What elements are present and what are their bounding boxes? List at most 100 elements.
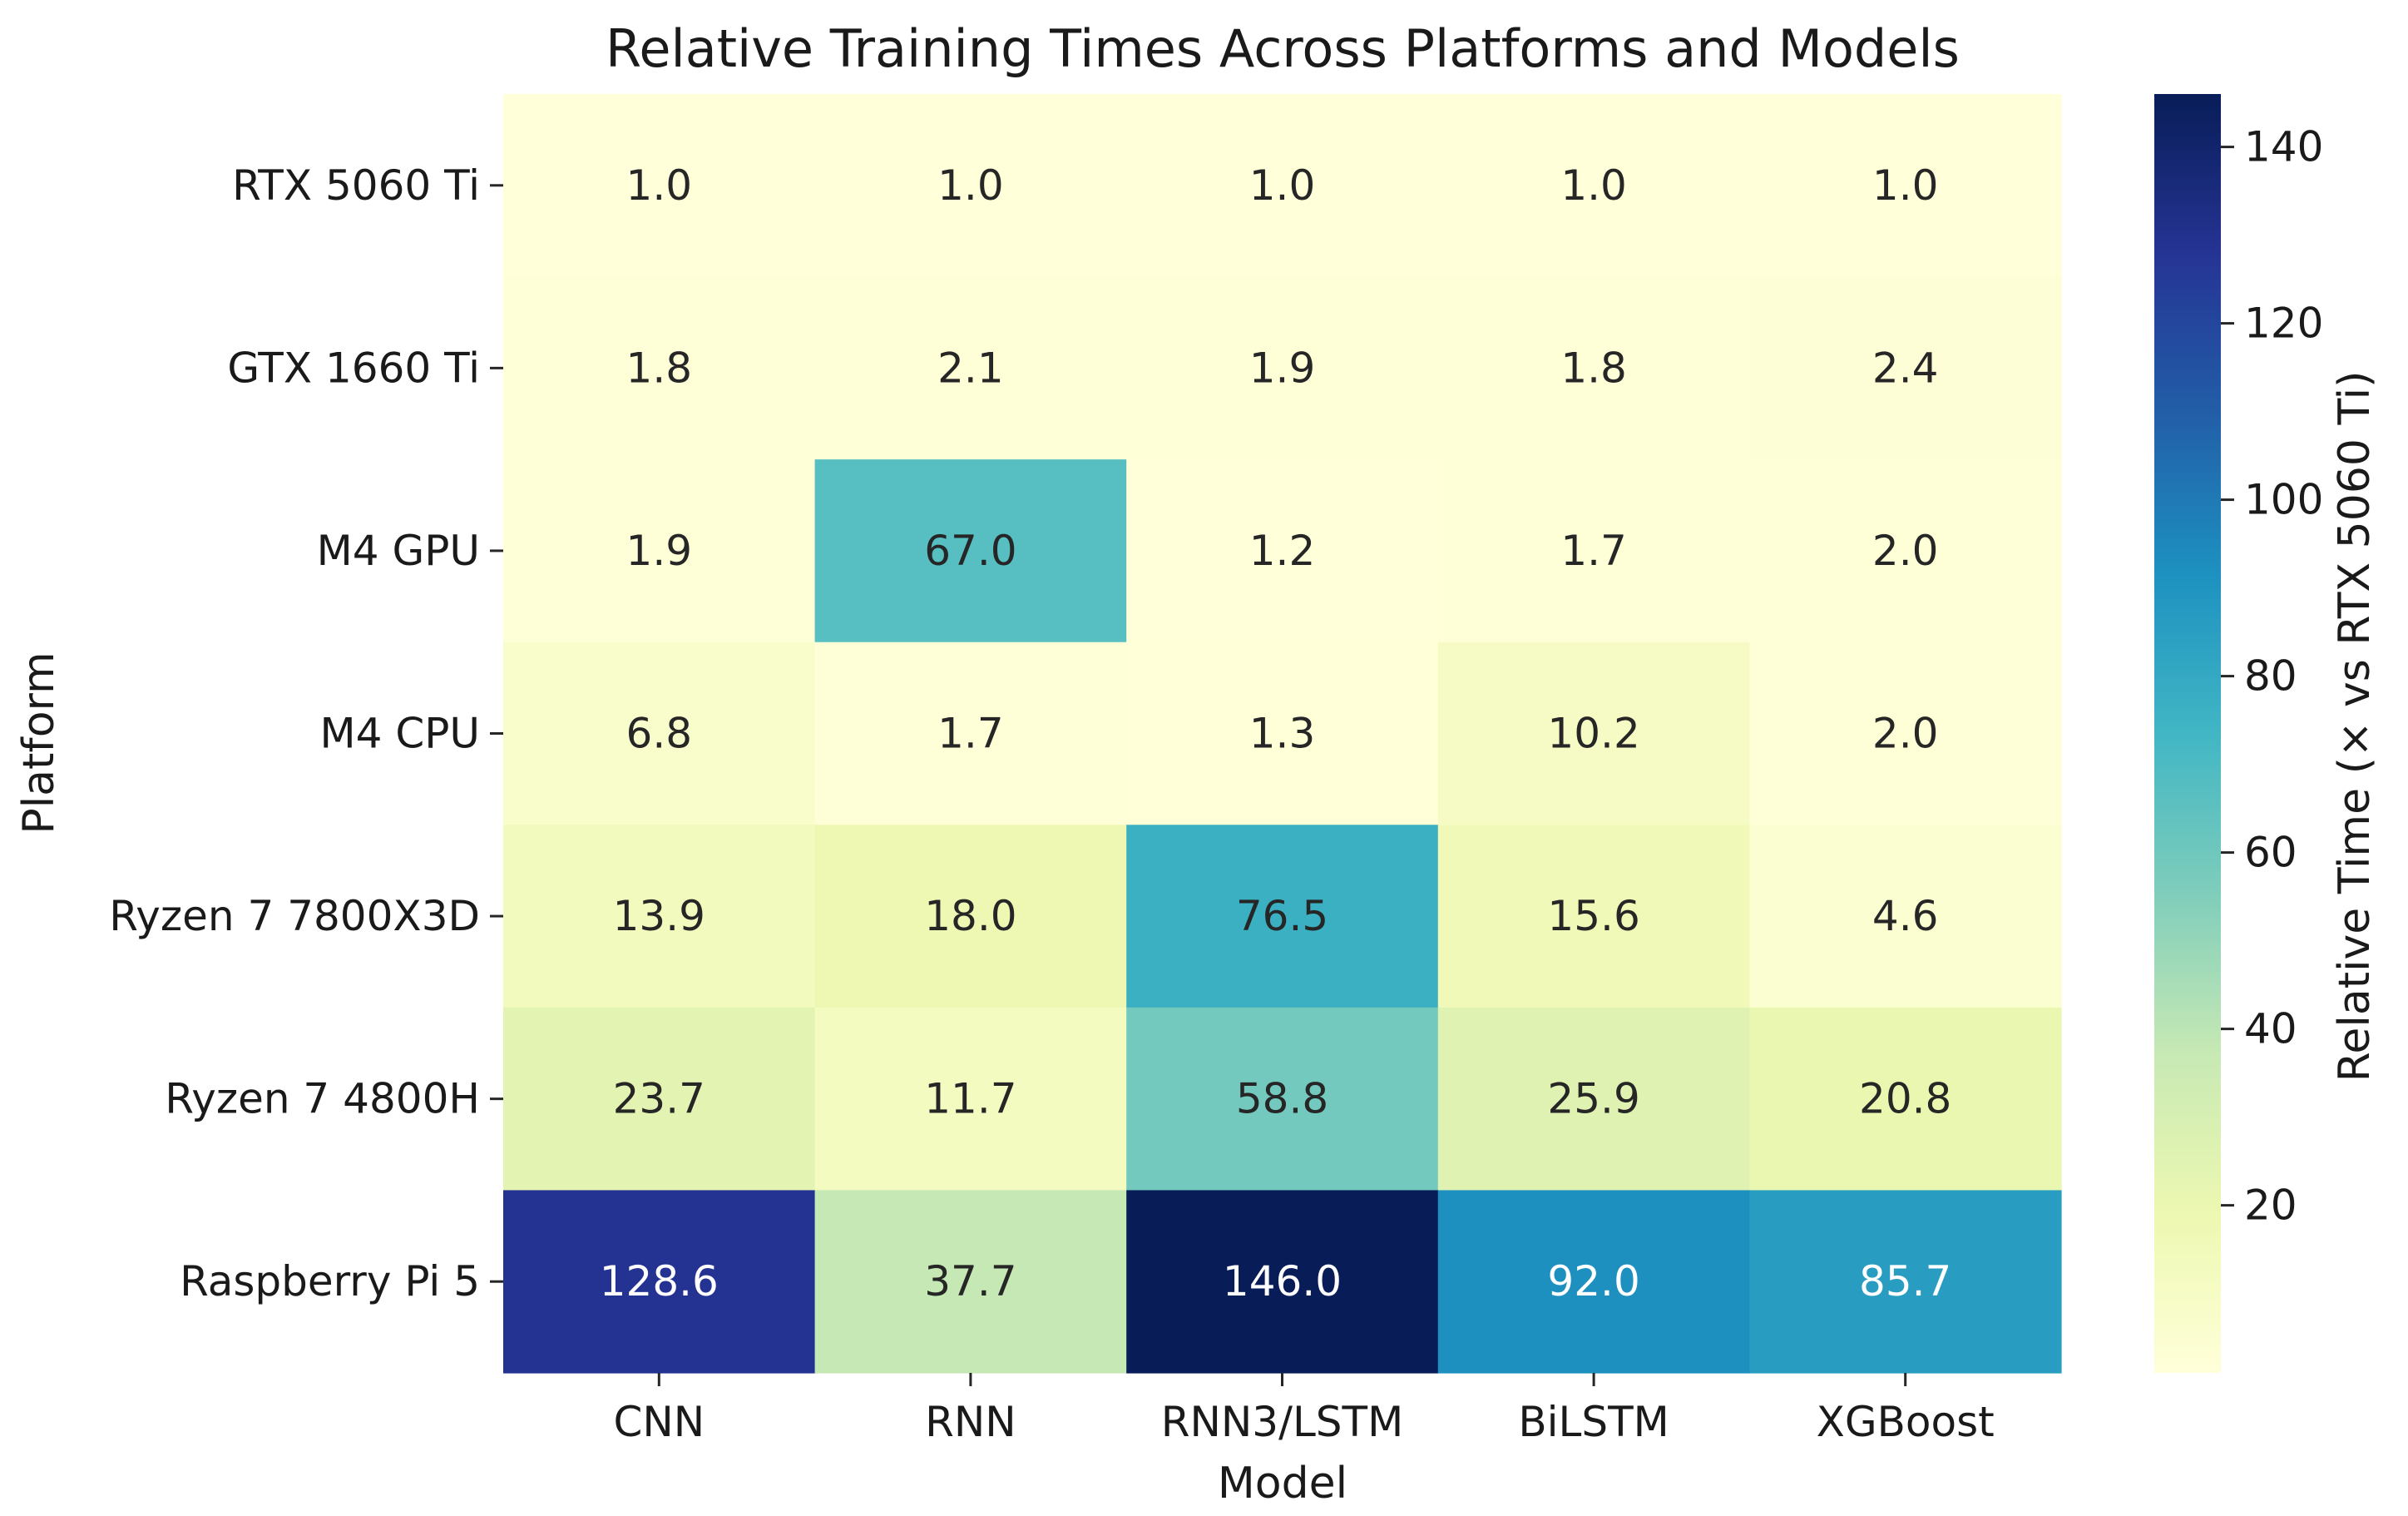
y-axis: RTX 5060 Ti GTX 1660 Ti M4 GPU M4 CPU Ryzen … [109, 161, 503, 1305]
heatmap-cell [1749, 1190, 2062, 1374]
cell-value-label: 1.0 [626, 161, 693, 210]
cell-value-label: 2.0 [1872, 527, 1939, 575]
heatmap-cell [503, 1190, 816, 1374]
heatmap-cell [503, 459, 816, 643]
chart-title: Relative Training Times Across Platforms… [606, 18, 1960, 79]
heatmap-cell [814, 1007, 1127, 1191]
heatmap-cell [503, 1007, 816, 1191]
heatmap-cell [1126, 276, 1439, 460]
cell-value-label: 15.6 [1547, 892, 1639, 940]
cell-value-label: 1.7 [937, 710, 1004, 758]
heatmap-cell [1126, 1190, 1439, 1374]
colorbar-tick-label: 100 [2244, 476, 2323, 524]
heatmap-cell [1749, 1007, 2062, 1191]
cell-value-label: 1.0 [1872, 161, 1939, 210]
heatmap-cell [1749, 459, 2062, 643]
x-tick-label: BiLSTM [1518, 1398, 1669, 1446]
heatmap-cell [1749, 94, 2062, 278]
cell-value-label: 4.6 [1872, 892, 1939, 940]
x-tick-label: RNN [925, 1398, 1016, 1446]
colorbar-tick-label: 120 [2244, 300, 2323, 348]
cell-value-label: 25.9 [1547, 1075, 1639, 1123]
x-axis-label: Model [1218, 1459, 1347, 1509]
cell-value-label: 58.8 [1236, 1075, 1328, 1123]
heatmap-cell [1749, 642, 2062, 825]
heatmap-cell [814, 1190, 1127, 1374]
heatmap-cell [1126, 825, 1439, 1008]
heatmap-cell [1126, 94, 1439, 278]
heatmap-cell [814, 825, 1127, 1008]
heatmap-cell [503, 94, 816, 278]
heatmap-cell [1437, 94, 1750, 278]
heatmap-cell [503, 276, 816, 460]
heatmap-cell [1749, 825, 2062, 1008]
cell-value-label: 18.0 [924, 892, 1016, 940]
heatmap-cell [814, 276, 1127, 460]
cell-value-label: 10.2 [1547, 710, 1639, 758]
cell-value-label: 1.8 [1560, 344, 1627, 392]
cell-value-label: 1.9 [1249, 344, 1316, 392]
cell-value-label: 13.9 [613, 892, 705, 940]
y-axis-label: Platform [14, 651, 64, 834]
x-axis: CNN RNN RNN3/LSTM BiLSTM XGBoost [613, 1373, 1995, 1446]
heatmap-cell [814, 94, 1127, 278]
y-tick-label: Ryzen 7 7800X3D [109, 892, 480, 940]
cell-value-label: 146.0 [1223, 1257, 1342, 1305]
colorbar-tick-label: 20 [2244, 1182, 2297, 1230]
cell-value-label: 92.0 [1547, 1257, 1639, 1305]
heatmap-cell [1126, 1007, 1439, 1191]
cell-value-label: 1.7 [1560, 527, 1627, 575]
cell-value-label: 1.3 [1249, 710, 1316, 758]
x-tick-label: CNN [613, 1398, 705, 1446]
x-tick-label: XGBoost [1817, 1398, 1995, 1446]
cell-value-label: 23.7 [613, 1075, 705, 1123]
heatmap-cell [1437, 276, 1750, 460]
colorbar-tick-label: 80 [2244, 652, 2297, 701]
heatmap-cell [814, 642, 1127, 825]
cell-value-label: 2.0 [1872, 710, 1939, 758]
y-tick-label: RTX 5060 Ti [232, 161, 480, 210]
heatmap-cell [1126, 642, 1439, 825]
cell-value-label: 6.8 [626, 710, 693, 758]
cell-value-label: 2.4 [1872, 344, 1939, 392]
cell-value-label: 1.8 [626, 344, 693, 392]
cell-value-label: 1.0 [1560, 161, 1627, 210]
cell-value-label: 85.7 [1859, 1257, 1951, 1305]
heatmap-cell [503, 642, 816, 825]
heatmap-cell [1437, 459, 1750, 643]
cell-labels: 1.0 1.0 1.0 1.0 1.0 1.8 2.1 1.9 1.8 2.4 1.9 67.0 1.2… [600, 161, 1952, 1305]
colorbar-gradient [2154, 94, 2221, 1373]
colorbar-tick-label: 40 [2244, 1005, 2297, 1053]
colorbar-tick-label: 140 [2244, 123, 2323, 171]
cell-value-label: 76.5 [1236, 892, 1328, 940]
heatmap-cell [1437, 642, 1750, 825]
heatmap-cell [814, 459, 1127, 643]
y-tick-label: M4 CPU [319, 710, 480, 758]
x-tick-label: RNN3/LSTM [1161, 1398, 1403, 1446]
cell-value-label: 128.6 [600, 1257, 719, 1305]
cell-value-label: 20.8 [1859, 1075, 1951, 1123]
heatmap-cell [1437, 1007, 1750, 1191]
heatmap-cell [1437, 825, 1750, 1008]
cell-value-label: 1.0 [1249, 161, 1316, 210]
colorbar-tick-label: 60 [2244, 829, 2297, 877]
cell-value-label: 37.7 [924, 1257, 1016, 1305]
y-tick-label: Raspberry Pi 5 [180, 1257, 480, 1305]
cell-value-label: 1.9 [626, 527, 693, 575]
y-tick-label: Ryzen 7 4800H [165, 1075, 480, 1123]
cell-value-label: 11.7 [924, 1075, 1016, 1123]
heatmap-cell [1126, 459, 1439, 643]
heatmap-cells [503, 94, 2062, 1374]
cell-value-label: 2.1 [937, 344, 1004, 392]
heatmap-cell [1749, 276, 2062, 460]
cell-value-label: 1.0 [937, 161, 1004, 210]
cell-value-label: 67.0 [924, 527, 1016, 575]
colorbar: 20 40 60 80 100 120 140 [2154, 94, 2323, 1373]
y-tick-label: M4 GPU [317, 527, 480, 575]
cell-value-label: 1.2 [1249, 527, 1316, 575]
heatmap-cell [503, 825, 816, 1008]
heatmap-cell [1437, 1190, 1750, 1374]
y-tick-label: GTX 1660 Ti [227, 344, 480, 392]
colorbar-label: Relative Time (× vs RTX 5060 Ti) [2330, 371, 2380, 1083]
